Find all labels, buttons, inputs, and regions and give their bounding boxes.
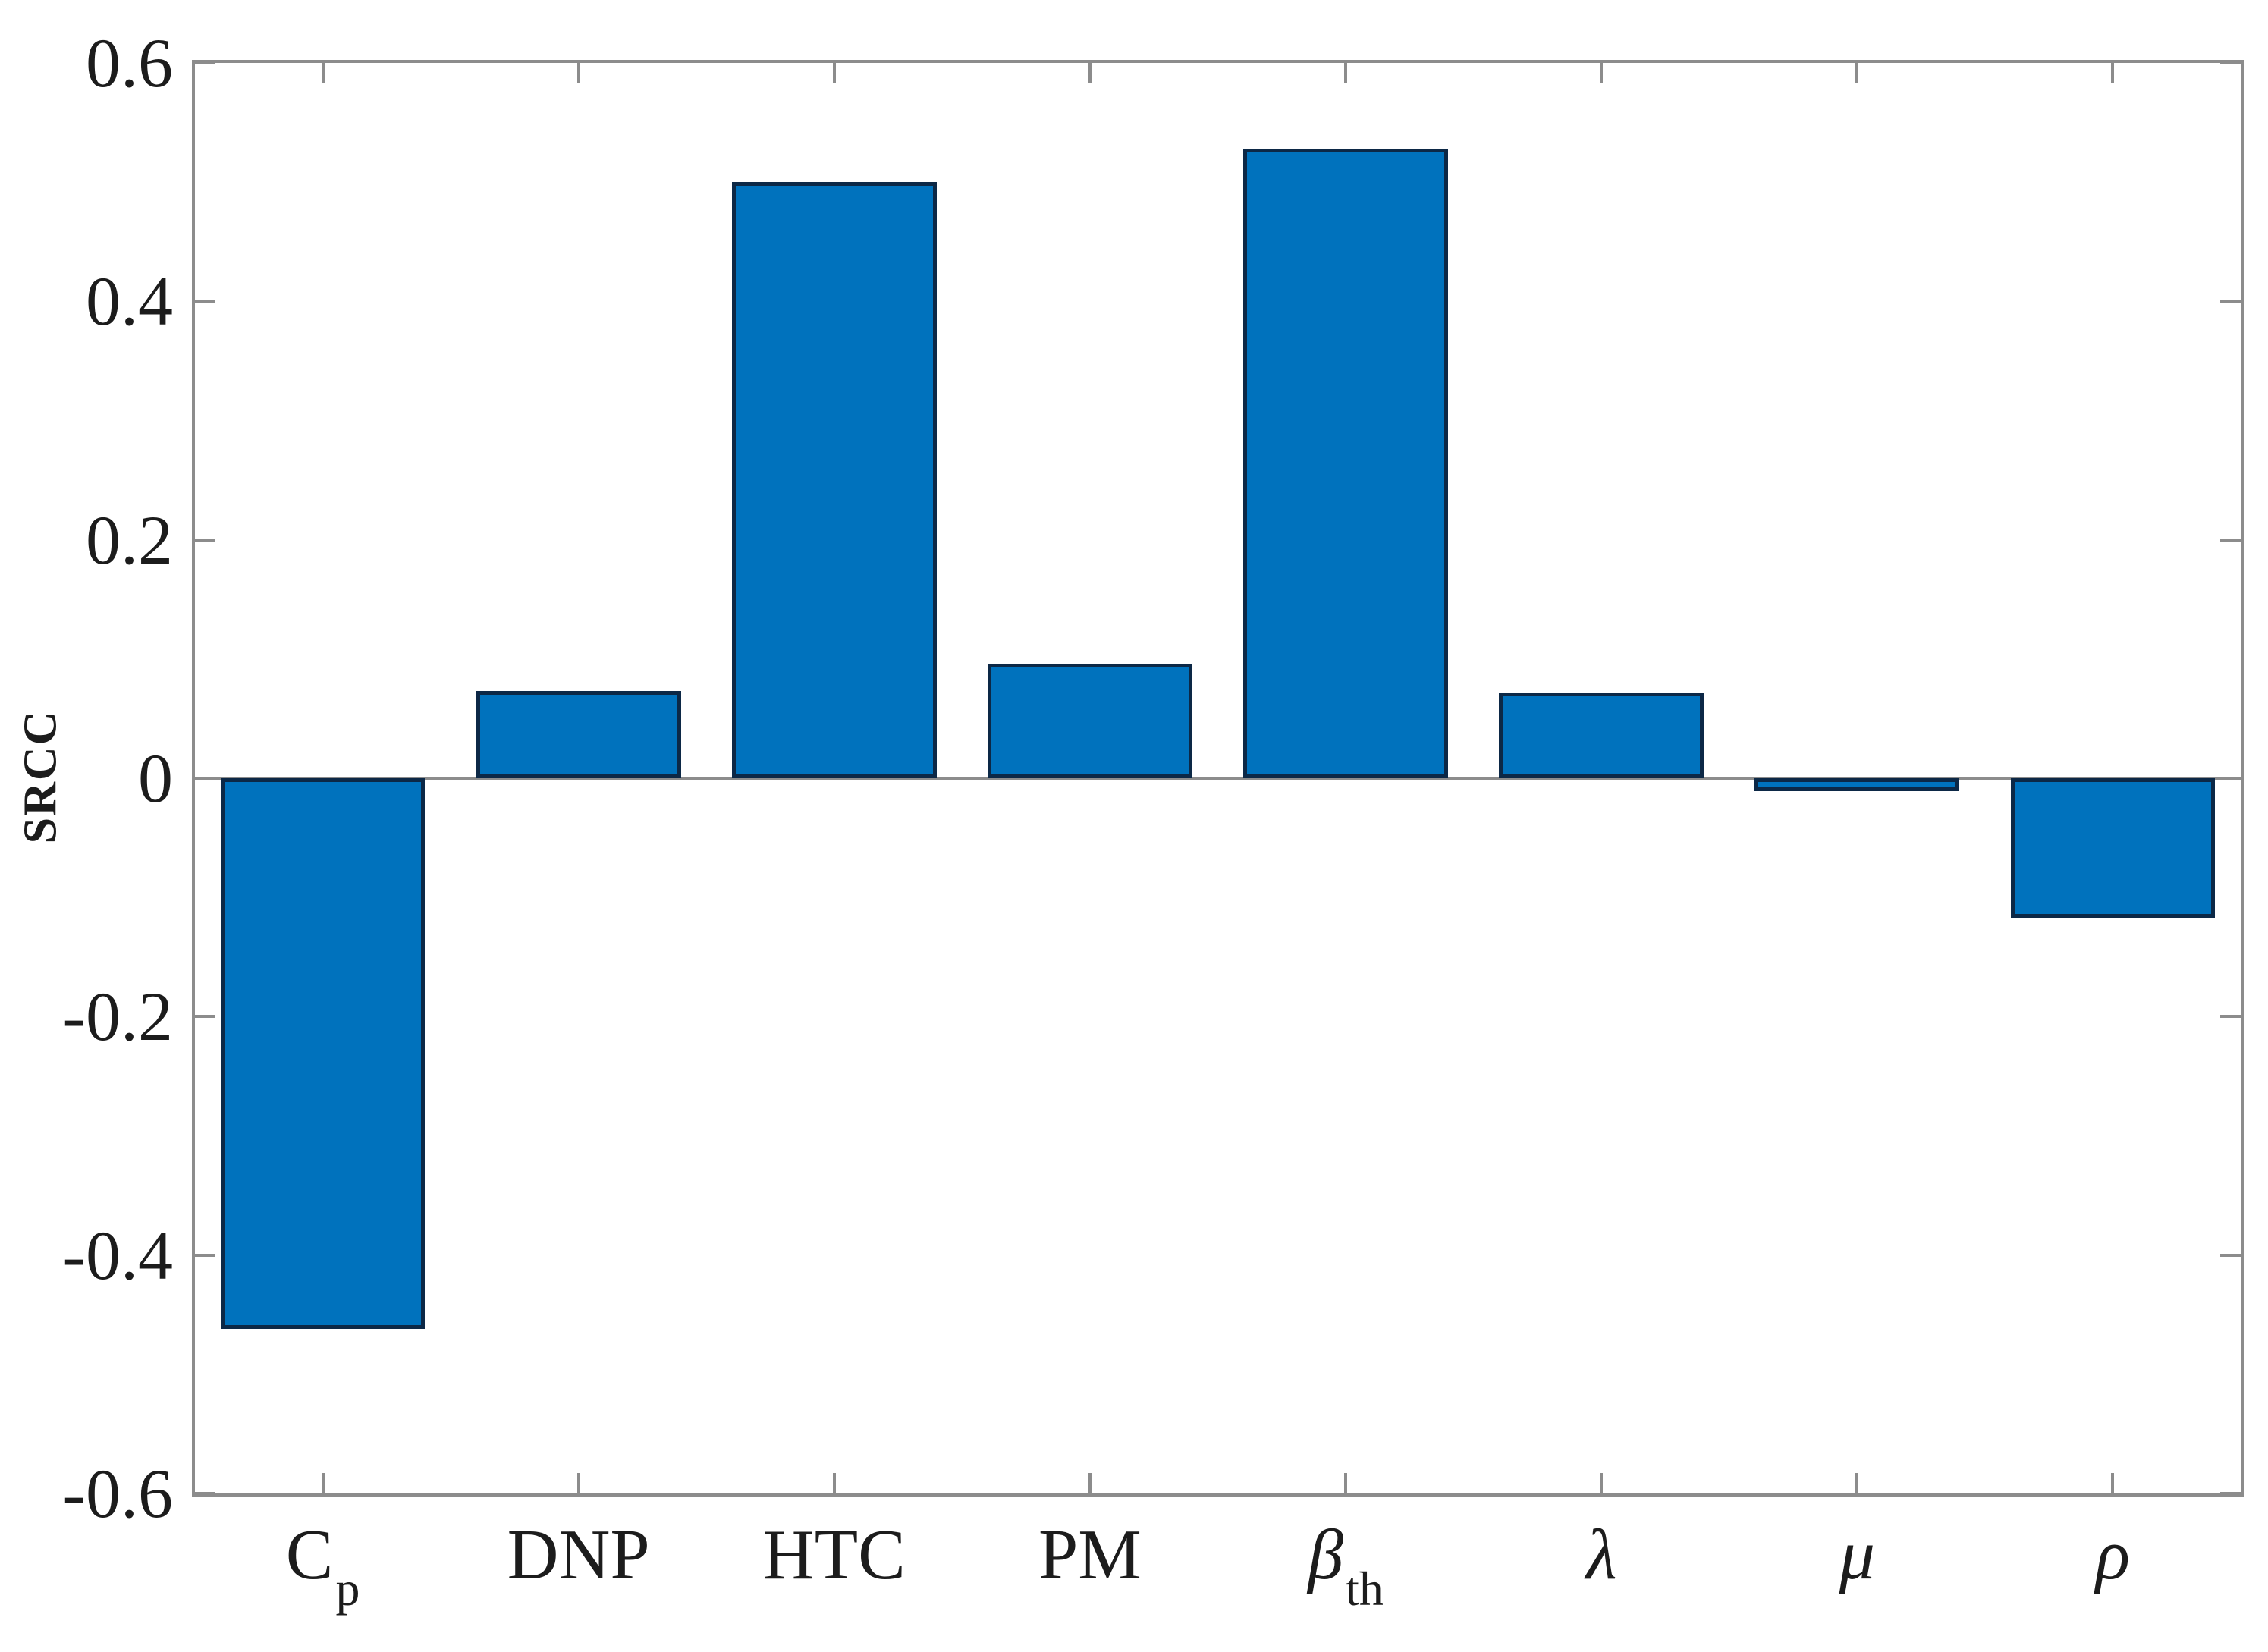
x-tick-label: DNP: [507, 1519, 650, 1591]
x-label-base: PM: [1038, 1515, 1142, 1594]
x-tick-label: βth: [1308, 1519, 1384, 1613]
x-tick-mark: [1088, 63, 1092, 83]
x-tick-mark: [576, 63, 580, 83]
y-tick-label: -0.2: [62, 978, 173, 1056]
x-label-base: β: [1308, 1515, 1344, 1594]
bar-PM: [988, 664, 1192, 778]
bar-lambda: [1499, 692, 1704, 778]
zero-baseline: [195, 777, 2241, 780]
y-tick-label: -0.6: [62, 1455, 173, 1532]
x-tick-mark: [1600, 1473, 1604, 1493]
x-tick-mark: [1344, 63, 1348, 83]
x-tick-mark: [1344, 1473, 1348, 1493]
x-tick-label: λ: [1586, 1519, 1617, 1591]
x-tick-mark: [832, 63, 836, 83]
bar-HTC: [731, 182, 937, 778]
y-tick-label: -0.4: [62, 1216, 173, 1294]
y-tick-mark: [2220, 61, 2241, 64]
x-label-base: μ: [1839, 1515, 1875, 1594]
y-tick-label: 0.4: [86, 262, 173, 341]
x-tick-mark: [832, 1473, 836, 1493]
y-tick-mark: [195, 538, 215, 542]
y-tick-mark: [2220, 538, 2241, 542]
y-tick-mark: [2220, 1492, 2241, 1495]
x-label-subscript: th: [1346, 1562, 1384, 1616]
x-tick-label: μ: [1839, 1519, 1875, 1591]
y-tick-mark: [195, 300, 215, 303]
x-tick-label: HTC: [763, 1519, 906, 1591]
bar-rho: [2010, 778, 2216, 918]
x-tick-mark: [1855, 1473, 1859, 1493]
x-tick-mark: [576, 1473, 580, 1493]
x-label-base: C: [285, 1515, 334, 1594]
bar-C_p: [220, 778, 426, 1330]
x-label-base: ρ: [2095, 1515, 2130, 1594]
x-label-base: λ: [1585, 1515, 1617, 1594]
x-tick-label: ρ: [2096, 1519, 2130, 1591]
y-tick-mark: [195, 1015, 215, 1019]
x-tick-label: Cp: [286, 1519, 360, 1613]
y-tick-label: 0.6: [86, 24, 173, 102]
x-tick-mark: [1600, 63, 1604, 83]
x-label-subscript: p: [335, 1562, 360, 1616]
bar-mu: [1754, 778, 1960, 792]
x-tick-mark: [321, 63, 325, 83]
y-tick-mark: [195, 1492, 215, 1495]
y-tick-mark: [2220, 1015, 2241, 1019]
x-label-base: HTC: [762, 1515, 906, 1594]
x-tick-mark: [321, 1473, 325, 1493]
y-tick-label: 0.2: [86, 501, 173, 579]
bar-beta_th: [1243, 149, 1448, 778]
x-label-base: DNP: [507, 1515, 650, 1594]
plot-area: [192, 60, 2244, 1497]
y-tick-mark: [2220, 1253, 2241, 1257]
y-tick-label: 0: [138, 740, 173, 817]
y-tick-mark: [195, 61, 215, 64]
x-tick-mark: [2111, 63, 2115, 83]
x-tick-mark: [2111, 1473, 2115, 1493]
x-tick-mark: [1088, 1473, 1092, 1493]
y-tick-mark: [195, 1253, 215, 1257]
y-tick-mark: [2220, 300, 2241, 303]
bar-DNP: [476, 691, 681, 778]
x-tick-label: PM: [1038, 1519, 1142, 1591]
x-tick-mark: [1855, 63, 1859, 83]
